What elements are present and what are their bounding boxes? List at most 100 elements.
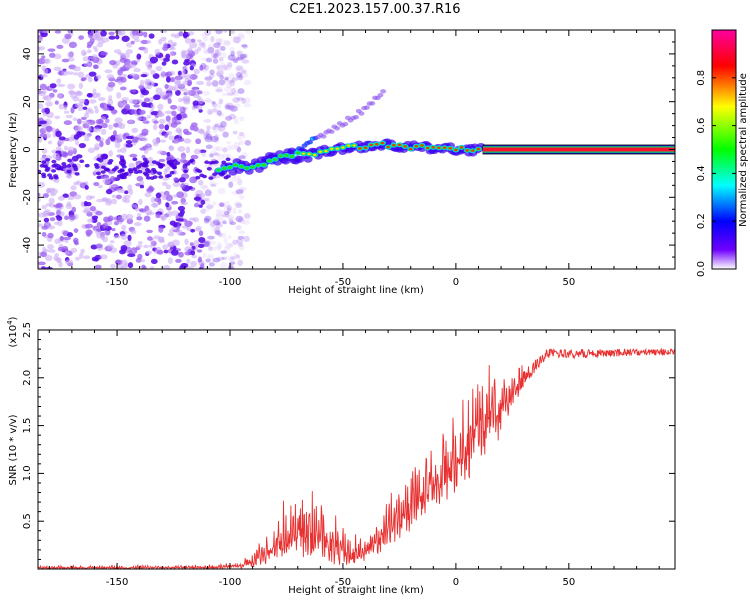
track-core — [431, 146, 435, 149]
noise-speck — [62, 193, 69, 198]
x-tick-label: -50 — [335, 277, 351, 288]
noise-speck — [211, 80, 219, 87]
noise-speck — [45, 157, 51, 162]
noise-speck — [104, 69, 113, 74]
x-tick-label: -100 — [219, 277, 242, 288]
colorbar-tick-label: 0.6 — [696, 118, 707, 134]
noise-speck — [163, 57, 170, 62]
noise-speck — [201, 151, 206, 157]
noise-speck — [86, 93, 93, 98]
noise-speck — [186, 258, 191, 264]
noise-speck — [38, 30, 42, 34]
noise-speck — [124, 190, 129, 195]
noise-speck — [238, 186, 245, 193]
noise-speck — [241, 97, 247, 104]
noise-speck — [238, 73, 243, 81]
noise-speck — [216, 65, 221, 71]
noise-speck — [214, 52, 222, 57]
noise-speck — [237, 217, 242, 223]
noise-speck — [73, 228, 79, 234]
noise-speck — [61, 58, 70, 63]
noise-speck — [165, 194, 173, 202]
noise-speck — [237, 242, 244, 247]
track-green — [227, 165, 233, 170]
noise-speck — [111, 228, 116, 232]
noise-speck — [215, 211, 223, 217]
noise-speck — [128, 119, 134, 124]
noise-speck — [180, 262, 189, 269]
noise-speck — [204, 97, 212, 103]
noise-speck — [137, 240, 143, 245]
track-core — [409, 148, 413, 151]
noise-speck — [222, 153, 229, 159]
noise-speck — [87, 147, 95, 154]
noise-speck — [94, 264, 102, 269]
noise-speck — [187, 79, 193, 86]
noise-speck — [177, 212, 185, 217]
noise-speck — [146, 169, 152, 174]
noise-speck — [75, 154, 83, 159]
track-green — [244, 166, 250, 170]
noise-speck — [235, 224, 243, 231]
noise-speck — [232, 36, 241, 44]
noise-speck — [146, 39, 152, 44]
noise-speck — [125, 135, 134, 140]
noise-speck — [197, 39, 202, 43]
noise-speck — [141, 89, 150, 96]
noise-speck — [53, 66, 62, 72]
noise-speck — [223, 64, 228, 71]
noise-speck — [112, 130, 117, 137]
noise-speck — [198, 230, 204, 237]
noise-speck — [53, 53, 62, 60]
track-core — [465, 149, 469, 152]
track-green — [267, 159, 272, 163]
noise-speck — [65, 203, 73, 210]
noise-speck — [107, 81, 116, 88]
noise-speck — [96, 175, 102, 180]
noise-speck — [70, 247, 78, 253]
noise-speck — [161, 61, 167, 66]
noise-speck — [133, 170, 139, 174]
noise-speck — [146, 236, 153, 241]
noise-speck — [222, 39, 231, 47]
noise-speck — [216, 122, 223, 128]
noise-speck — [135, 99, 143, 104]
noise-speck — [121, 213, 128, 221]
noise-speck — [241, 44, 248, 48]
noise-speck — [117, 51, 123, 56]
noise-speck — [160, 36, 167, 42]
noise-speck — [104, 119, 110, 124]
noise-speck — [234, 67, 240, 72]
noise-speck — [158, 158, 166, 163]
noise-speck — [225, 116, 233, 121]
noise-speck — [41, 160, 47, 164]
noise-speck — [212, 126, 218, 134]
y-tick-label: 2.5 — [22, 322, 33, 338]
noise-speck — [162, 244, 168, 250]
track-green — [233, 163, 239, 167]
noise-speck — [108, 31, 115, 36]
noise-speck — [165, 115, 171, 122]
noise-speck — [209, 73, 215, 78]
noise-speck — [119, 86, 127, 91]
noise-speck — [49, 52, 56, 58]
noise-speck — [152, 138, 160, 145]
noise-speck — [139, 147, 147, 151]
noise-speck — [85, 201, 92, 207]
noise-speck — [232, 97, 240, 103]
noise-speck — [218, 112, 225, 118]
noise-speck — [152, 73, 160, 79]
noise-speck — [216, 41, 222, 46]
noise-speck — [42, 30, 51, 33]
noise-speck — [216, 256, 225, 261]
noise-speck — [44, 254, 53, 262]
noise-speck — [203, 119, 211, 123]
track-green — [278, 154, 284, 158]
noise-speck — [171, 165, 177, 170]
noise-speck — [139, 184, 145, 189]
noise-speck — [78, 142, 87, 149]
noise-speck — [199, 64, 204, 71]
noise-speck — [223, 78, 229, 82]
branch-blob — [377, 92, 384, 98]
noise-speck — [129, 153, 138, 158]
